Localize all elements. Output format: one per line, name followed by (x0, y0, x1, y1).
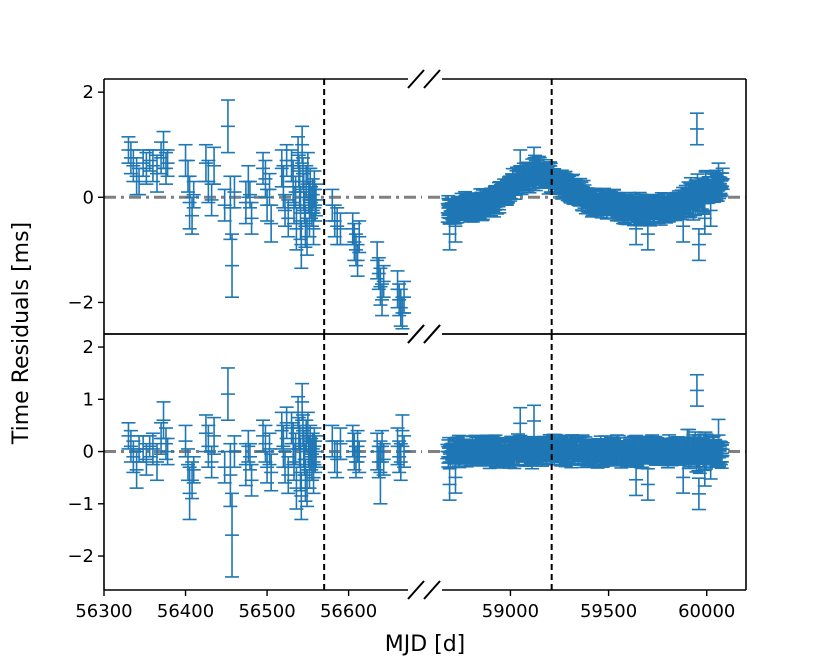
data-point (513, 149, 528, 183)
data-point (139, 151, 154, 185)
data-point (352, 220, 367, 254)
data-point (309, 435, 323, 469)
data-point (126, 440, 141, 474)
data-point (333, 427, 348, 461)
data-point (395, 414, 410, 448)
data-point (217, 188, 232, 222)
data-point (264, 453, 279, 492)
data-point (242, 180, 257, 209)
data-point (220, 99, 235, 154)
data-point (352, 440, 367, 474)
data-point (225, 492, 240, 578)
data-point (327, 204, 342, 238)
data-point (370, 241, 385, 280)
data-point (350, 243, 365, 277)
data-point (295, 125, 310, 164)
data-point (204, 445, 219, 479)
data-point (262, 432, 277, 466)
data-point (676, 209, 691, 243)
data-point (207, 146, 222, 185)
data-point (448, 209, 463, 243)
data-point (376, 264, 391, 298)
data-point (223, 442, 238, 508)
data-point (689, 112, 704, 146)
data-point (207, 416, 222, 455)
y-tick-label: 2 (83, 82, 94, 103)
data-point (375, 429, 390, 463)
data-point (373, 267, 388, 306)
data-point (201, 159, 216, 204)
data-point (198, 414, 213, 453)
data-point (142, 435, 157, 458)
data-point (309, 183, 323, 217)
data-point (397, 280, 412, 314)
data-point (397, 435, 412, 469)
y-tick-label: −2 (67, 292, 94, 313)
data-point (220, 367, 235, 422)
data-point (393, 442, 408, 482)
data-point (160, 149, 175, 178)
data-point (242, 442, 257, 471)
data-point (160, 437, 175, 466)
data-point (373, 440, 388, 505)
data-point (697, 201, 712, 235)
data-point (393, 288, 408, 327)
data-point (244, 463, 259, 497)
top-panel: −2 0 2 (67, 69, 747, 344)
data-point (376, 442, 391, 476)
data-point (307, 427, 322, 466)
data-point (308, 440, 323, 474)
data-point (185, 196, 200, 235)
data-point (132, 167, 147, 196)
data-point (375, 283, 390, 317)
data-point (527, 146, 541, 180)
data-point (333, 212, 348, 246)
data-point (227, 435, 242, 469)
data-point (244, 201, 259, 235)
data-point (186, 455, 201, 484)
data-point (629, 212, 644, 246)
y-tick-label: 0 (83, 187, 94, 208)
axis-break-mark (423, 69, 441, 89)
data-point (306, 212, 321, 246)
axis-break-mark (407, 69, 425, 89)
data-point (158, 427, 173, 461)
data-point (227, 175, 242, 209)
data-point (264, 204, 279, 243)
data-point (158, 151, 173, 185)
data-point (640, 217, 655, 251)
data-point (185, 461, 200, 500)
data-point (711, 162, 726, 196)
data-point (186, 180, 201, 209)
data-point (129, 450, 144, 489)
data-point (442, 217, 457, 251)
data-point (225, 233, 240, 298)
